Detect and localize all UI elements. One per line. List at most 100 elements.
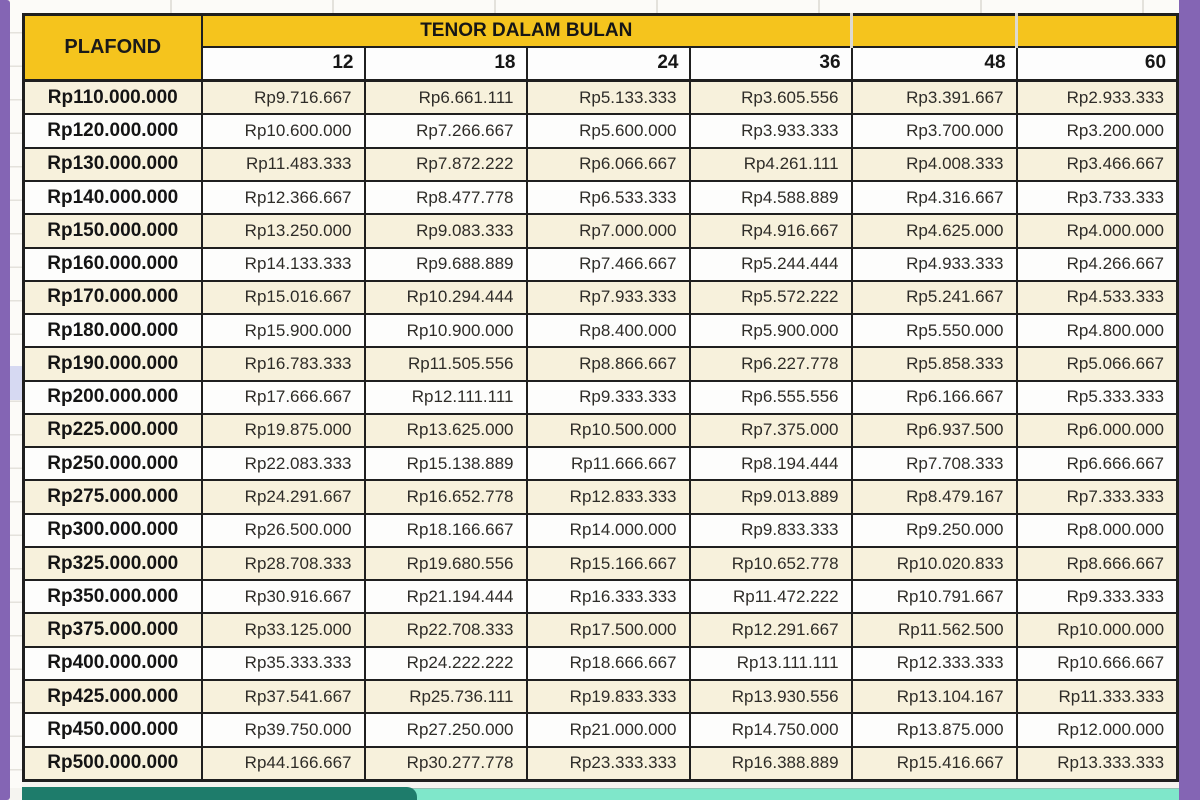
installment-cell: Rp2.933.333 <box>1015 79 1179 116</box>
installment-cell: Rp4.266.667 <box>1015 246 1179 282</box>
installment-cell: Rp12.291.667 <box>688 612 853 648</box>
table-row: Rp450.000.000 Rp39.750.000 Rp27.250.000 Rp2… <box>22 712 1179 748</box>
installment-cell: Rp12.366.667 <box>200 179 366 216</box>
installment-cell: Rp15.138.889 <box>363 446 528 482</box>
table-row: Rp200.000.000 Rp17.666.667 Rp12.111.111 Rp9… <box>22 379 1179 415</box>
table-row: Rp275.000.000 Rp24.291.667 Rp16.652.778 Rp1… <box>22 479 1179 515</box>
tenor-column-48: 48 <box>850 45 1018 82</box>
table-row: Rp170.000.000 Rp15.016.667 Rp10.294.444 Rp7… <box>22 279 1179 316</box>
installment-cell: Rp5.133.333 <box>525 79 691 116</box>
tenor-column-36: 36 <box>688 45 853 82</box>
installment-cell: Rp5.244.444 <box>688 246 853 282</box>
installment-cell: Rp10.000.000 <box>1015 612 1179 648</box>
installment-cell: Rp11.483.333 <box>200 146 366 182</box>
table-row: Rp150.000.000 Rp13.250.000 Rp9.083.333 Rp7.… <box>22 213 1179 249</box>
installment-cell: Rp10.666.667 <box>1015 645 1179 681</box>
installment-cell: Rp4.800.000 <box>1015 313 1179 349</box>
tenor-header-extension <box>850 13 1018 48</box>
installment-cell: Rp6.533.333 <box>525 179 691 216</box>
installment-cell: Rp3.605.556 <box>688 79 853 116</box>
plafond-cell: Rp250.000.000 <box>22 446 203 482</box>
installment-cell: Rp5.333.333 <box>1015 379 1179 415</box>
installment-cell: Rp12.333.333 <box>850 645 1018 681</box>
table-row: Rp350.000.000 Rp30.916.667 Rp21.194.444 Rp1… <box>22 579 1179 615</box>
installment-cell: Rp13.250.000 <box>200 213 366 249</box>
installment-cell: Rp30.916.667 <box>200 579 366 615</box>
installment-cell: Rp6.555.556 <box>688 379 853 415</box>
installment-cell: Rp12.111.111 <box>363 379 528 415</box>
right-frame-bar <box>1179 0 1200 800</box>
installment-cell: Rp10.020.833 <box>850 545 1018 582</box>
table-row: Rp130.000.000 Rp11.483.333 Rp7.872.222 Rp6.… <box>22 146 1179 182</box>
installment-cell: Rp9.013.889 <box>688 479 853 515</box>
installment-cell: Rp21.194.444 <box>363 579 528 615</box>
plafond-cell: Rp325.000.000 <box>22 545 203 582</box>
installment-cell: Rp35.333.333 <box>200 645 366 681</box>
installment-cell: Rp15.900.000 <box>200 313 366 349</box>
plafond-cell: Rp150.000.000 <box>22 213 203 249</box>
installment-cell: Rp18.666.667 <box>525 645 691 681</box>
installment-cell: Rp10.600.000 <box>200 113 366 149</box>
installment-cell: Rp3.700.000 <box>850 113 1018 149</box>
installment-cell: Rp19.875.000 <box>200 412 366 449</box>
table-row: Rp375.000.000 Rp33.125.000 Rp22.708.333 Rp1… <box>22 612 1179 648</box>
plafond-cell: Rp140.000.000 <box>22 179 203 216</box>
plafond-cell: Rp500.000.000 <box>22 745 203 782</box>
installment-cell: Rp11.562.500 <box>850 612 1018 648</box>
table-row: Rp425.000.000 Rp37.541.667 Rp25.736.111 Rp1… <box>22 678 1179 715</box>
table-row: Rp160.000.000 Rp14.133.333 Rp9.688.889 Rp7.… <box>22 246 1179 282</box>
installment-cell: Rp5.241.667 <box>850 279 1018 316</box>
installment-cell: Rp24.222.222 <box>363 645 528 681</box>
table-row: Rp225.000.000 Rp19.875.000 Rp13.625.000 Rp1… <box>22 412 1179 449</box>
installment-cell: Rp12.833.333 <box>525 479 691 515</box>
plafond-header: PLAFOND <box>22 13 203 82</box>
installment-cell: Rp10.652.778 <box>688 545 853 582</box>
installment-cell: Rp4.008.333 <box>850 146 1018 182</box>
tenor-column-12: 12 <box>200 45 366 82</box>
bottom-banner-dark <box>22 787 417 800</box>
installment-cell: Rp15.166.667 <box>525 545 691 582</box>
tenor-column-60: 60 <box>1015 45 1179 82</box>
installment-cell: Rp17.666.667 <box>200 379 366 415</box>
installment-cell: Rp14.750.000 <box>688 712 853 748</box>
installment-cell: Rp10.294.444 <box>363 279 528 316</box>
installment-cell: Rp27.250.000 <box>363 712 528 748</box>
installment-cell: Rp23.333.333 <box>525 745 691 782</box>
installment-cell: Rp13.111.111 <box>688 645 853 681</box>
installment-cell: Rp6.227.778 <box>688 346 853 382</box>
plafond-cell: Rp450.000.000 <box>22 712 203 748</box>
installment-cell: Rp6.666.667 <box>1015 446 1179 482</box>
table-row: Rp250.000.000 Rp22.083.333 Rp15.138.889 Rp1… <box>22 446 1179 482</box>
gutter-highlight <box>10 366 22 400</box>
installment-cell: Rp6.000.000 <box>1015 412 1179 449</box>
plafond-cell: Rp400.000.000 <box>22 645 203 681</box>
installment-cell: Rp6.066.667 <box>525 146 691 182</box>
installment-cell: Rp4.000.000 <box>1015 213 1179 249</box>
plafond-cell: Rp160.000.000 <box>22 246 203 282</box>
installment-cell: Rp16.783.333 <box>200 346 366 382</box>
table-row: Rp300.000.000 Rp26.500.000 Rp18.166.667 Rp1… <box>22 512 1179 548</box>
installment-cell: Rp30.277.778 <box>363 745 528 782</box>
installment-cell: Rp7.872.222 <box>363 146 528 182</box>
installment-cell: Rp3.391.667 <box>850 79 1018 116</box>
installment-cell: Rp24.291.667 <box>200 479 366 515</box>
table-row: Rp120.000.000 Rp10.600.000 Rp7.266.667 Rp5.… <box>22 113 1179 149</box>
installment-cell: Rp3.733.333 <box>1015 179 1179 216</box>
installment-cell: Rp9.333.333 <box>525 379 691 415</box>
installment-cell: Rp5.600.000 <box>525 113 691 149</box>
plafond-cell: Rp120.000.000 <box>22 113 203 149</box>
installment-cell: Rp5.550.000 <box>850 313 1018 349</box>
table-row: Rp190.000.000 Rp16.783.333 Rp11.505.556 Rp8… <box>22 346 1179 382</box>
installment-cell: Rp8.666.667 <box>1015 545 1179 582</box>
plafond-cell: Rp350.000.000 <box>22 579 203 615</box>
installment-cell: Rp11.333.333 <box>1015 678 1179 715</box>
installment-cell: Rp8.479.167 <box>850 479 1018 515</box>
table-row: Rp400.000.000 Rp35.333.333 Rp24.222.222 Rp1… <box>22 645 1179 681</box>
installment-cell: Rp5.900.000 <box>688 313 853 349</box>
installment-cell: Rp15.016.667 <box>200 279 366 316</box>
installment-cell: Rp3.200.000 <box>1015 113 1179 149</box>
installment-cell: Rp12.000.000 <box>1015 712 1179 748</box>
installment-cell: Rp9.333.333 <box>1015 579 1179 615</box>
table-row: Rp110.000.000 Rp9.716.667 Rp6.661.111 Rp5.1… <box>22 79 1179 116</box>
installment-cell: Rp9.833.333 <box>688 512 853 548</box>
